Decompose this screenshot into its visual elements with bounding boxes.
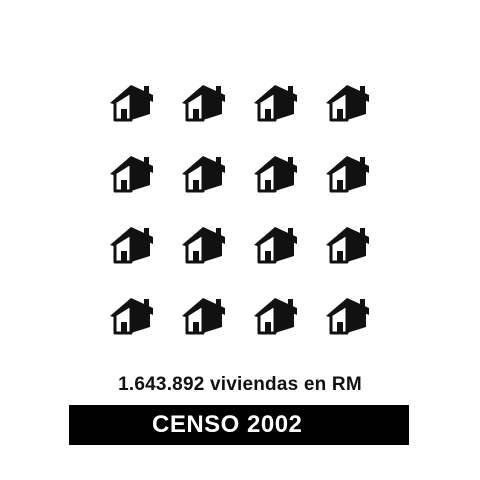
- house-icon: [253, 149, 301, 197]
- census-banner-label: CENSO 2002: [152, 411, 303, 438]
- house-icon: [109, 78, 157, 126]
- house-icon: [181, 149, 229, 197]
- house-icon: [109, 220, 157, 268]
- house-icon: [253, 291, 301, 339]
- house-icon-grid: [109, 78, 373, 339]
- house-icon: [325, 220, 373, 268]
- census-banner: CENSO 2002: [69, 405, 409, 445]
- caption-text: 1.643.892 viviendas en RM: [118, 374, 362, 395]
- house-icon: [253, 220, 301, 268]
- house-icon: [181, 78, 229, 126]
- house-icon: [325, 149, 373, 197]
- house-icon: [253, 78, 301, 126]
- house-icon: [109, 291, 157, 339]
- house-icon: [109, 149, 157, 197]
- house-icon: [325, 78, 373, 126]
- house-icon: [181, 220, 229, 268]
- house-icon: [325, 291, 373, 339]
- house-icon: [181, 291, 229, 339]
